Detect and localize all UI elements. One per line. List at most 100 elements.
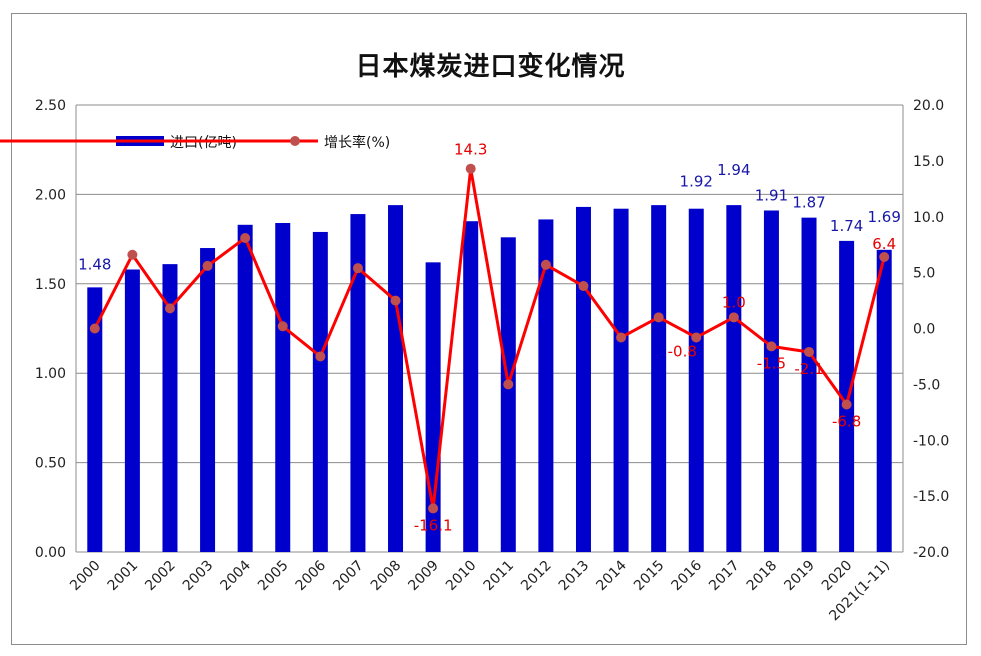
x-tick-label: 2011 [481,558,518,595]
x-tick-label: 2017 [706,558,743,595]
x-tick-label: 2000 [67,558,104,595]
x-tick-label: 2019 [781,558,818,595]
line-point [89,323,100,334]
line-point [127,249,138,260]
line-point [616,332,627,343]
x-tick-label: 2012 [518,558,555,595]
y-right-tick-label: -15.0 [913,489,949,505]
bar [575,206,591,552]
bar-value-label: 1.91 [755,186,788,204]
y-right-tick-label: -20.0 [913,545,949,561]
line-value-label: -1.5 [757,354,786,372]
y-right-tick-label: 0.0 [913,322,935,338]
line-point [653,312,664,323]
legend-line-label: 增长率(%) [324,134,390,151]
bar [688,208,704,553]
bar [500,237,516,552]
bar-value-label: 1.94 [717,161,750,179]
line-point [465,163,476,174]
y-right-tick-label: 15.0 [913,154,944,170]
y-left-tick-label: 0.50 [35,456,66,472]
legend-line-marker [290,136,300,146]
line-value-label: 1.0 [722,293,746,311]
bar [726,205,742,553]
bar [463,221,479,552]
bar [200,248,216,553]
bar [763,210,779,552]
line-point [352,263,363,274]
bar-value-label: 1.74 [830,217,863,235]
gridlines [76,104,903,553]
bar [613,208,629,553]
x-tick-label: 2007 [330,558,367,595]
y-left-tick-label: 0.00 [35,545,66,561]
line-value-label: -0.8 [668,342,697,360]
line-point [691,332,702,343]
bar [538,219,554,552]
legend-bar-label: 进口(亿吨) [170,135,237,151]
bar [388,205,404,553]
line-point [540,259,551,270]
y-left-tick-label: 2.50 [35,98,66,114]
bar [275,223,291,552]
line-value-label: -2.1 [794,360,823,378]
data-labels: 1.48 1.921.94 1.91 1.87 1.74 1.69 -16.1 14.3 -0.… [78,141,901,535]
y-left-tick-label: 2.00 [35,187,66,203]
line-point [578,281,589,292]
y-right-tick-label: -5.0 [913,377,940,393]
bar [801,217,817,553]
line-point [728,312,739,323]
legend: 进口(亿吨) 增长率(%) [0,134,390,151]
x-tick-label: 2002 [142,558,179,595]
bar [839,240,855,552]
x-tick-label: 2010 [443,558,480,595]
bar [350,214,366,552]
line-series [89,163,890,514]
bar [237,224,253,552]
bar [876,249,892,552]
bar [124,269,140,552]
line-point [390,295,401,306]
bar-value-label: 1.87 [792,194,825,212]
line-point [428,503,439,514]
y-left-tick-label: 1.00 [35,366,66,382]
y-right-tick-label: 5.0 [913,266,935,282]
x-tick-label: 2003 [180,558,217,595]
line-point [503,379,514,390]
y-right-tick-label: 20.0 [913,98,944,114]
x-tick-label: 2016 [669,557,706,594]
x-tick-label: 2015 [631,558,668,595]
chart-frame [11,13,967,645]
line-value-label: 14.3 [454,141,487,159]
line-point [804,346,815,357]
bar-value-label: 1.48 [78,255,111,273]
chart-title: 日本煤炭进口变化情况 [355,52,626,82]
bar [162,264,178,552]
x-tick-label: 2009 [405,558,442,595]
y-right-tick-label: -10.0 [913,433,949,449]
x-tick-label: 2004 [217,557,254,594]
bar-series [87,205,892,553]
line-point [164,303,175,314]
bar [87,287,103,552]
line-point [277,321,288,332]
bar-value-label: 1.69 [868,208,901,226]
growth-line [93,167,886,510]
x-tick-label: 2018 [744,558,781,595]
x-tick-label: 2006 [293,557,330,594]
line-point [766,341,777,352]
x-tick-label: 2005 [255,558,292,595]
line-value-label: 6.4 [872,235,896,253]
line-point [315,351,326,362]
bar-value-label: 1.92 [680,173,713,191]
line-point [841,399,852,410]
x-tick-label: 2008 [368,558,405,595]
bar [651,205,667,553]
line-value-label: -6.8 [832,412,861,430]
line-point [879,251,890,262]
line-value-label: -16.1 [414,516,453,534]
x-tick-label: 2001 [105,558,142,595]
y-left-tick-label: 1.50 [35,277,66,293]
line-point [202,260,213,271]
